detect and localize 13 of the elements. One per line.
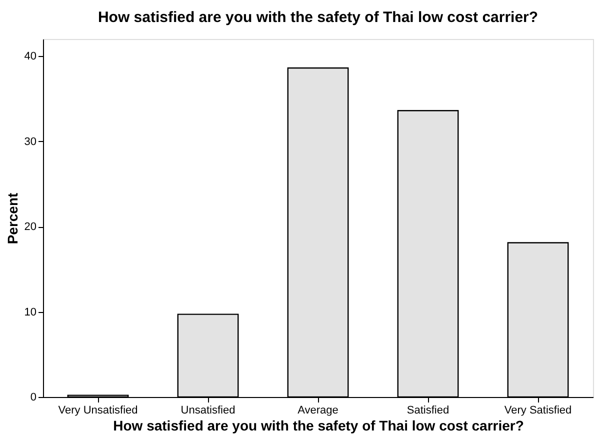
y-tick-label: 0	[30, 392, 36, 404]
x-tick-label: Unsatisfied	[180, 404, 236, 416]
x-tick-label: Very Satisfied	[504, 404, 572, 416]
x-tick-label: Average	[298, 404, 338, 416]
chart-title: How satisfied are you with the safety of Thai low cost carrier?	[98, 9, 538, 26]
x-tick-label: Very Unsatisfied	[58, 404, 138, 416]
y-tick-label: 40	[24, 50, 36, 63]
y-tick-label: 30	[24, 136, 36, 148]
y-tick-label: 20	[24, 221, 36, 234]
x-tick-label: Satisfied	[406, 404, 450, 416]
y-tick-label: 10	[24, 306, 36, 318]
x-axis-title: How satisfied are you with the safety of Thai low cost carrier?	[113, 418, 524, 434]
y-axis-title: Percent	[4, 192, 20, 244]
